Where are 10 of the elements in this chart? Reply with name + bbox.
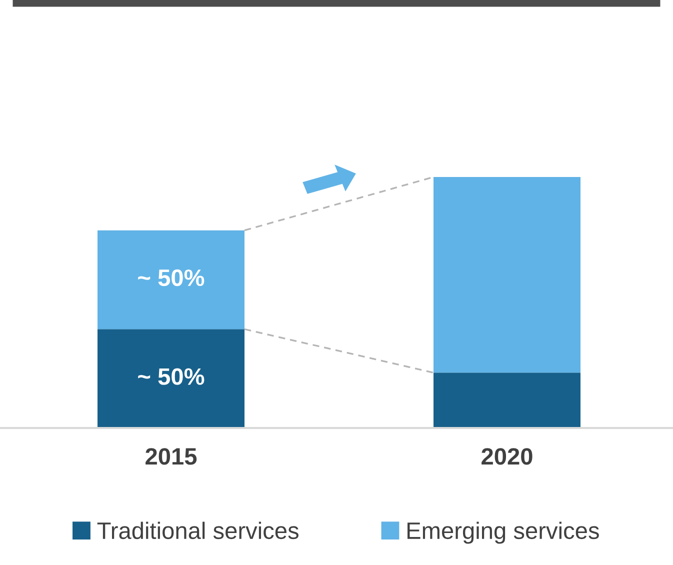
data-label: ~ 50% xyxy=(138,269,204,286)
legend-label: Traditional services xyxy=(97,522,298,540)
legend-label: Emerging services xyxy=(408,522,599,544)
bar xyxy=(434,177,580,373)
x-tick-label: 2015 xyxy=(146,448,197,465)
x-tick-label: 2020 xyxy=(482,448,532,465)
bar xyxy=(98,230,244,330)
bar xyxy=(434,372,580,428)
bar xyxy=(98,329,244,428)
data-label: ~ 50% xyxy=(138,368,204,385)
